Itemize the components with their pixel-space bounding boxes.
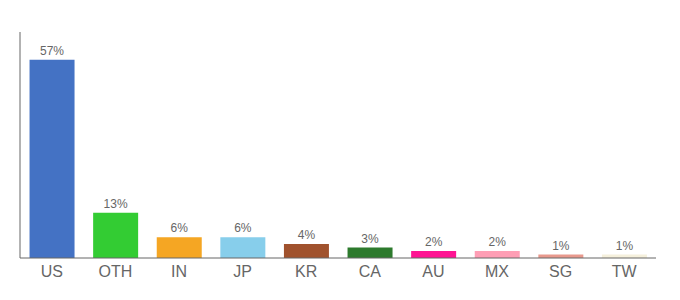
- svg-text:1%: 1%: [552, 239, 570, 253]
- svg-text:13%: 13%: [104, 197, 128, 211]
- svg-text:IN: IN: [171, 263, 187, 280]
- svg-text:4%: 4%: [298, 228, 316, 242]
- svg-text:6%: 6%: [234, 221, 252, 235]
- svg-text:SG: SG: [549, 263, 572, 280]
- svg-text:2%: 2%: [425, 235, 443, 249]
- svg-text:TW: TW: [612, 263, 638, 280]
- svg-text:3%: 3%: [361, 232, 379, 246]
- svg-text:US: US: [41, 263, 63, 280]
- svg-text:6%: 6%: [171, 221, 189, 235]
- svg-text:KR: KR: [295, 263, 317, 280]
- svg-text:OTH: OTH: [99, 263, 133, 280]
- svg-text:2%: 2%: [489, 235, 507, 249]
- svg-text:MX: MX: [485, 263, 509, 280]
- svg-text:JP: JP: [233, 263, 252, 280]
- svg-text:AU: AU: [422, 263, 444, 280]
- svg-text:1%: 1%: [616, 239, 634, 253]
- svg-text:CA: CA: [359, 263, 382, 280]
- svg-text:57%: 57%: [40, 44, 64, 58]
